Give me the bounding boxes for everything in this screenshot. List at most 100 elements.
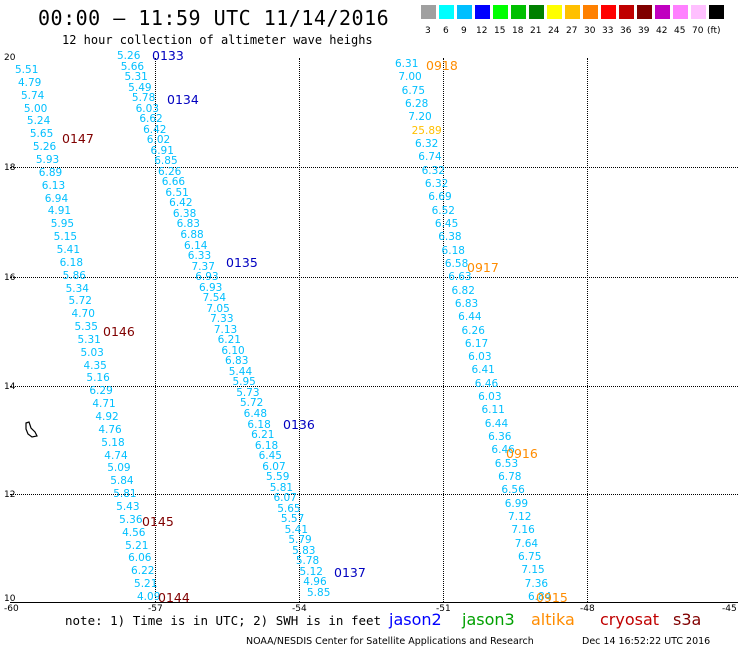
color-scale-label: 24 (548, 26, 560, 36)
color-scale-label: 9 (461, 26, 467, 36)
wave-height-value: 6.52 (431, 204, 455, 217)
wave-height-value: 5.24 (26, 115, 51, 128)
wave-height-value: 6.07 (273, 492, 297, 505)
wave-height-value: 6.32 (421, 164, 445, 177)
grid-line-lat (10, 494, 738, 495)
wave-height-value: 6.26 (461, 324, 485, 337)
footer-credit: NOAA/NESDIS Center for Satellite Applica… (246, 636, 534, 647)
legend-altika: altika (531, 610, 575, 629)
wave-height-value: 6.13 (41, 179, 66, 192)
wave-height-value: 6.36 (488, 431, 512, 444)
wave-height-value: 4.71 (92, 398, 116, 411)
pass-time-label: 0133 (152, 48, 184, 63)
map-title: 00:00 – 11:59 UTC 11/14/2016 (38, 6, 390, 30)
color-scale-swatch (547, 5, 562, 19)
wave-height-value: 5.44 (228, 365, 253, 378)
wave-height-value: 6.21 (217, 334, 241, 347)
wave-height-value: 6.85 (154, 155, 178, 168)
color-scale-swatch (691, 5, 706, 19)
color-scale-label: (ft) (707, 26, 721, 36)
wave-height-value: 6.88 (180, 229, 204, 241)
wave-height-value: 4.70 (71, 308, 95, 321)
wave-height-value: 6.11 (481, 404, 505, 417)
wave-height-value: 6.29 (89, 385, 113, 398)
wave-height-value: 6.58 (444, 257, 469, 270)
grid-line-lon (443, 58, 444, 602)
wave-height-value: 6.17 (464, 337, 489, 350)
legend-jason3: jason3 (462, 610, 515, 629)
wave-height-value: 5.93 (35, 153, 60, 166)
color-scale-label: 12 (476, 26, 488, 36)
wave-height-value: 7.20 (408, 111, 432, 124)
color-scale-swatch (565, 5, 580, 19)
wave-height-value: 6.94 (44, 192, 69, 205)
wave-height-value: 6.82 (451, 284, 475, 297)
wave-height-value: 7.16 (511, 524, 535, 537)
wave-height-value: 6.69 (428, 191, 452, 204)
wave-height-value: 6.02 (146, 134, 171, 147)
color-scale-label: 36 (620, 26, 632, 36)
wave-height-value: 6.45 (258, 450, 282, 463)
wave-height-value: 7.12 (508, 511, 532, 524)
color-scale-swatch (583, 5, 598, 19)
wave-height-value: 5.26 (32, 141, 57, 154)
wave-height-value: 5.86 (62, 269, 86, 282)
wave-height-value: 5.09 (107, 462, 131, 475)
wave-height-value: 6.33 (187, 250, 212, 263)
wave-height-value: 7.37 (191, 260, 215, 273)
map-subtitle: 12 hour collection of altimeter wave hei… (62, 33, 373, 47)
pass-time-label: 0145 (142, 514, 174, 529)
pass-time-label: 0144 (158, 590, 190, 605)
pass-time-label: 0916 (506, 446, 538, 461)
wave-height-value: 6.84 (528, 591, 552, 603)
wave-height-value: 7.00 (398, 71, 422, 84)
wave-height-value: 5.26 (117, 50, 141, 62)
color-scale-swatch (511, 5, 526, 19)
wave-height-value: 4.35 (83, 359, 107, 372)
color-scale-label: 15 (494, 26, 506, 36)
wave-height-value: 6.07 (262, 460, 286, 473)
wave-height-value: 4.96 (303, 576, 327, 589)
wave-height-value: 5.84 (110, 475, 134, 488)
wave-height-value: 6.28 (404, 97, 429, 110)
pass-time-label: 0147 (62, 131, 94, 146)
wave-height-value: 5.36 (119, 513, 143, 526)
color-scale-label: 27 (566, 26, 578, 36)
pass-time-label: 0137 (334, 565, 366, 580)
wave-height-value: 5.00 (23, 102, 48, 115)
wave-height-value: 5.65 (29, 128, 54, 141)
wave-height-value: 6.66 (161, 176, 186, 189)
grid-line-lon (299, 58, 300, 602)
wave-height-value: 6.89 (38, 166, 63, 179)
wave-height-value: 5.72 (68, 295, 92, 308)
wave-height-value: 6.63 (448, 271, 472, 284)
wave-height-value: 6.46 (491, 444, 515, 457)
wave-height-value: 5.31 (124, 71, 148, 84)
wave-height-value: 6.38 (438, 231, 462, 244)
grid-line-lon (155, 58, 156, 602)
wave-height-value: 5.95 (50, 218, 75, 231)
wave-height-value: 5.73 (236, 386, 260, 399)
lon-tick-label: -54 (292, 604, 307, 614)
lat-tick-label: 16 (4, 273, 16, 283)
wave-height-value: 6.99 (504, 497, 529, 510)
color-scale-swatch (601, 5, 616, 19)
wave-height-value: 5.35 (74, 321, 98, 334)
wave-height-value: 7.64 (514, 537, 539, 550)
wave-height-value: 6.03 (468, 351, 492, 364)
color-scale-label: 6 (443, 26, 449, 36)
wave-height-value: 5.66 (120, 60, 145, 73)
wave-height-value: 6.51 (165, 186, 189, 199)
legend-jason2: jason2 (389, 610, 442, 629)
wave-height-value: 6.18 (247, 418, 271, 431)
wave-height-value: 5.16 (86, 372, 110, 385)
color-scale-label: 3 (425, 26, 431, 36)
color-scale-label: 39 (638, 26, 650, 36)
color-scale-swatch (529, 5, 544, 19)
wave-height-value: 4.56 (122, 526, 146, 539)
wave-height-value: 25.89 (411, 124, 442, 137)
pass-time-label: 0917 (467, 260, 499, 275)
wave-height-value: 5.81 (113, 488, 137, 501)
wave-height-value: 5.78 (295, 555, 320, 568)
wave-height-value: 5.81 (269, 481, 294, 494)
